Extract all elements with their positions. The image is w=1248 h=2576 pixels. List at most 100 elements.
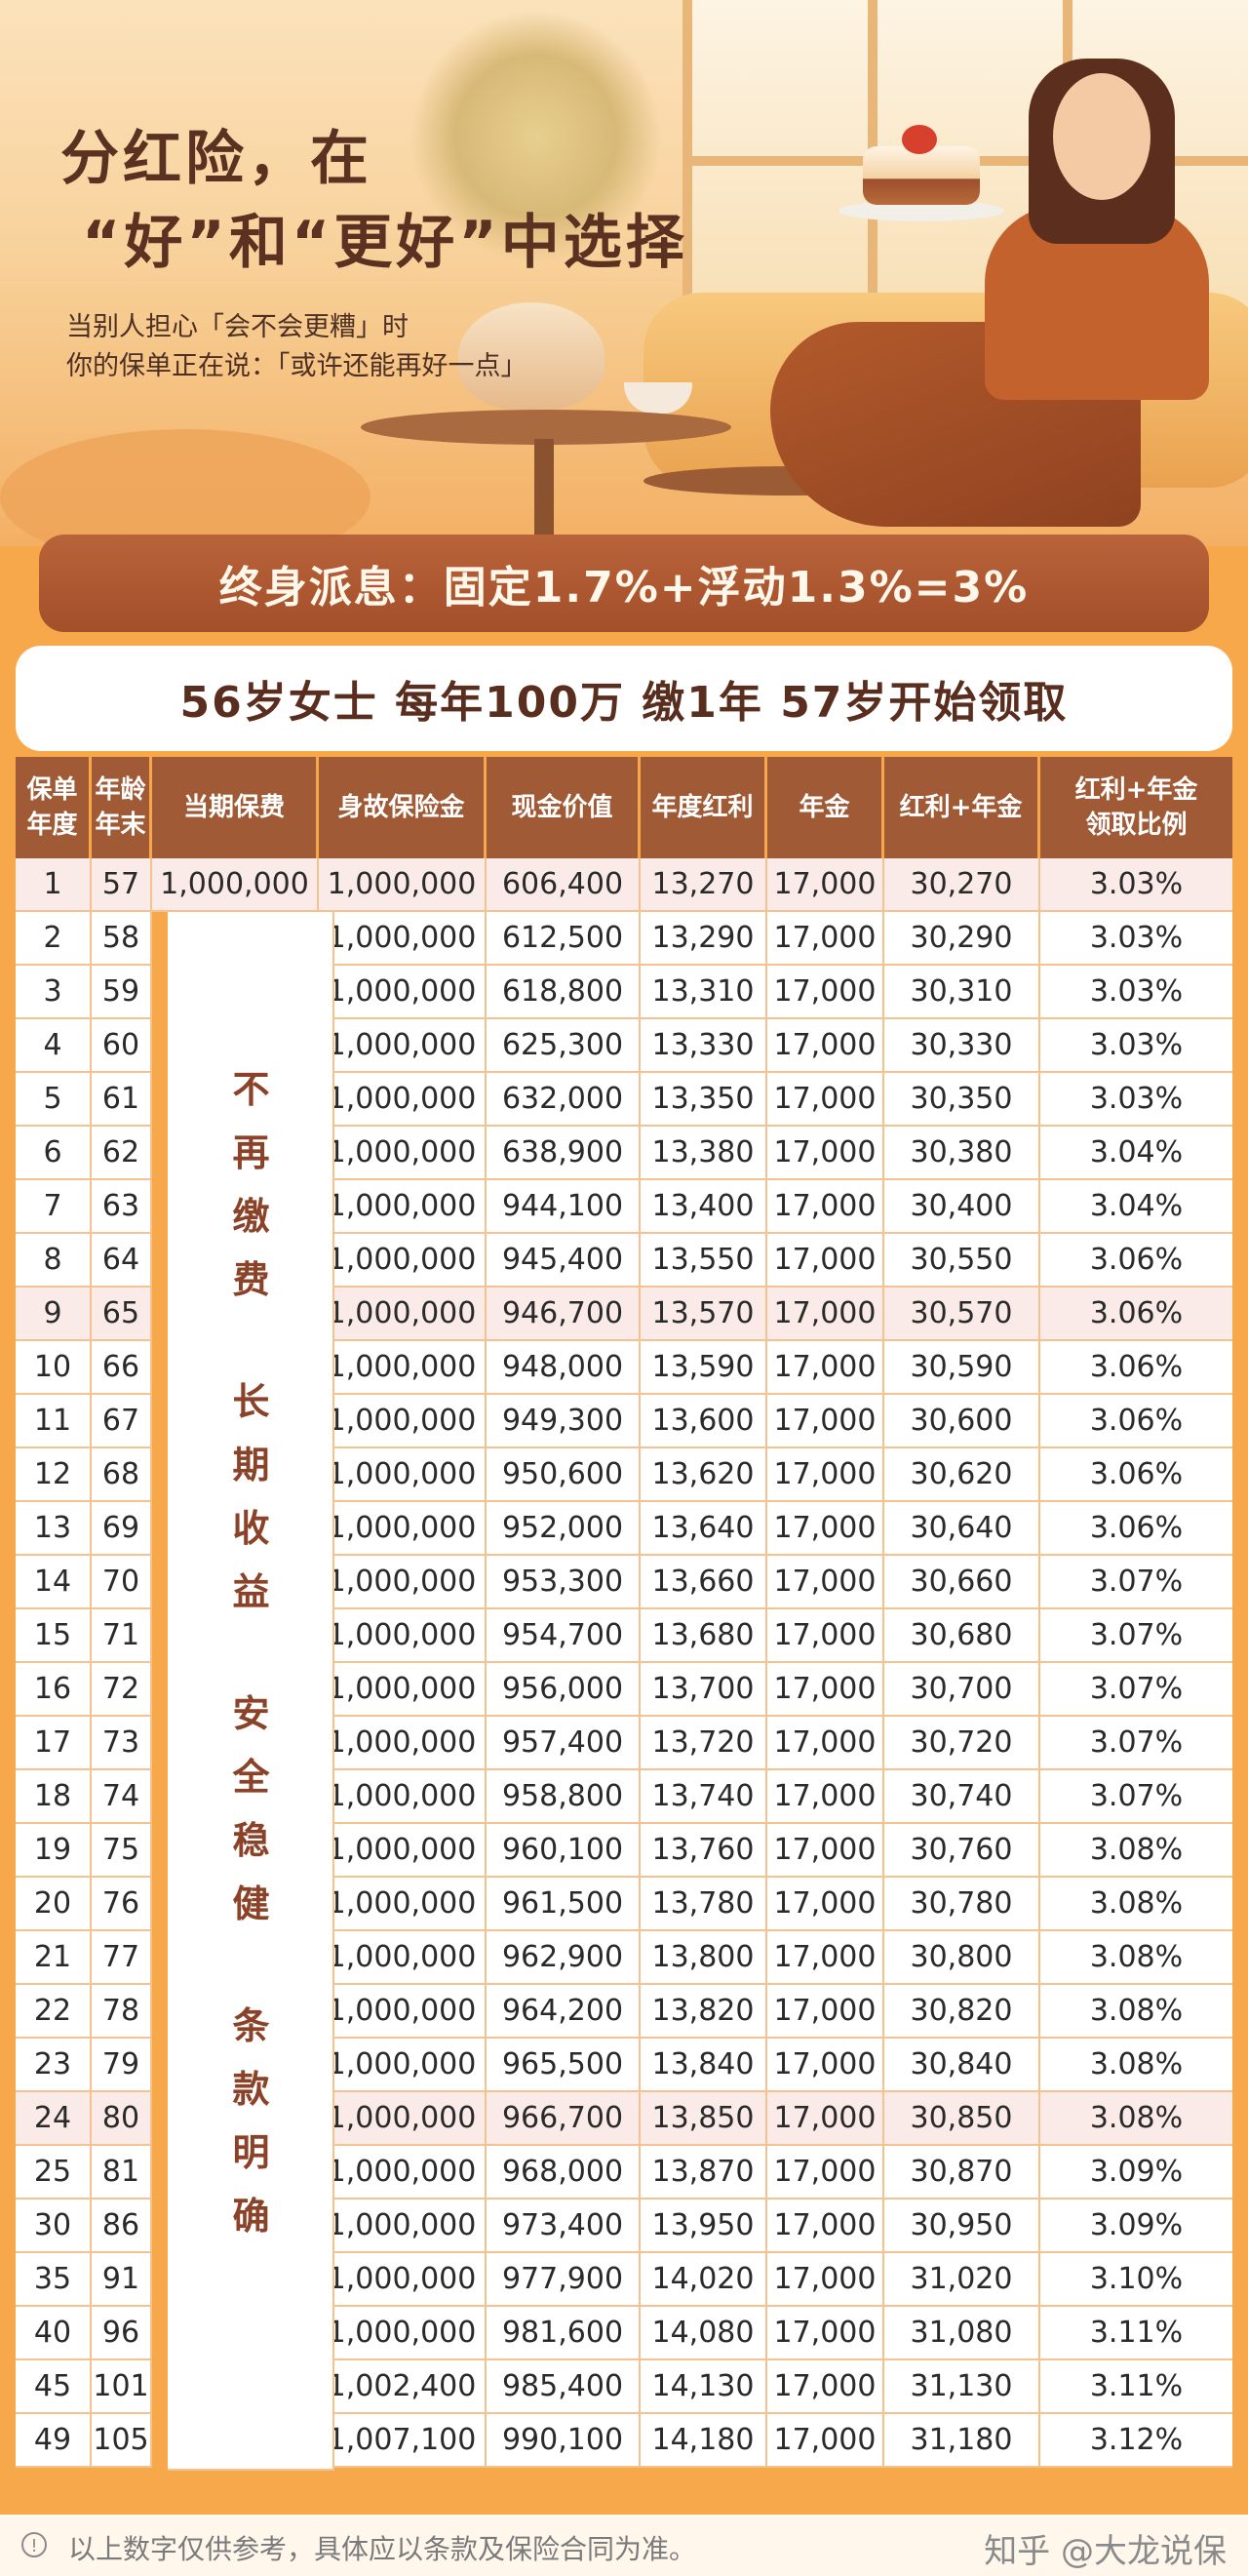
cell-policy-year: 45 bbox=[16, 2360, 92, 2414]
cell-death-benefit: 1,000,000 bbox=[319, 1556, 487, 1609]
cell-cash-value: 968,000 bbox=[487, 2146, 641, 2200]
cell-dividend-plus-annuity: 31,130 bbox=[884, 2360, 1040, 2414]
cell-annual-dividend: 13,620 bbox=[641, 1448, 767, 1502]
cell-annual-dividend: 13,550 bbox=[641, 1234, 767, 1288]
table-header: 保单 年度 年龄 年末 当期保费 身故保险金 现金价值 年度红利 年金 红利+年金 红利+年金 领取比… bbox=[16, 757, 1232, 858]
cell-policy-year: 12 bbox=[16, 1448, 92, 1502]
benefit-table: 保单 年度 年龄 年末 当期保费 身故保险金 现金价值 年度红利 年金 红利+年金 红利+年金 领取比… bbox=[16, 757, 1232, 2471]
cell-payout-ratio: 3.07% bbox=[1040, 1663, 1232, 1717]
side-label-char: 益 bbox=[232, 1570, 270, 1613]
cell-payout-ratio: 3.07% bbox=[1040, 1609, 1232, 1663]
cell-annual-dividend: 13,270 bbox=[641, 858, 767, 912]
cell-age: 58 bbox=[92, 912, 152, 966]
cell-annual-dividend: 13,590 bbox=[641, 1341, 767, 1395]
cell-policy-year: 7 bbox=[16, 1180, 92, 1234]
cell-annual-dividend: 13,660 bbox=[641, 1556, 767, 1609]
cell-policy-year: 21 bbox=[16, 1931, 92, 1985]
cell-dividend-plus-annuity: 30,400 bbox=[884, 1180, 1040, 1234]
side-label-char: 确 bbox=[232, 2195, 270, 2238]
cell-annual-dividend: 14,180 bbox=[641, 2414, 767, 2468]
cell-age: 101 bbox=[92, 2360, 152, 2414]
cell-policy-year: 23 bbox=[16, 2039, 92, 2092]
woman-face-illustration bbox=[1053, 73, 1150, 200]
cell-annual-dividend: 13,310 bbox=[641, 966, 767, 1019]
cell-payout-ratio: 3.04% bbox=[1040, 1127, 1232, 1180]
cell-cash-value: 949,300 bbox=[487, 1395, 641, 1448]
cell-age: 65 bbox=[92, 1288, 152, 1341]
cell-cash-value: 953,300 bbox=[487, 1556, 641, 1609]
cell-age: 91 bbox=[92, 2253, 152, 2307]
table-row: 16 72 1,000,000 956,000 13,700 17,000 30,700 3.… bbox=[16, 1663, 1232, 1717]
cell-payout-ratio: 3.06% bbox=[1040, 1288, 1232, 1341]
cell-age: 73 bbox=[92, 1717, 152, 1770]
cell-dividend-plus-annuity: 30,800 bbox=[884, 1931, 1040, 1985]
cell-age: 57 bbox=[92, 858, 152, 912]
footer: ! 以上数字仅供参考，具体应以条款及保险合同为准。 知乎 @大龙说保 bbox=[0, 2515, 1248, 2576]
cell-age: 78 bbox=[92, 1985, 152, 2039]
cell-cash-value: 944,100 bbox=[487, 1180, 641, 1234]
cell-death-benefit: 1,000,000 bbox=[319, 1395, 487, 1448]
cell-annuity: 17,000 bbox=[767, 1502, 884, 1556]
cell-annuity: 17,000 bbox=[767, 2039, 884, 2092]
cell-annuity: 17,000 bbox=[767, 1395, 884, 1448]
cell-dividend-plus-annuity: 30,330 bbox=[884, 1019, 1040, 1073]
cell-policy-year: 25 bbox=[16, 2146, 92, 2200]
cell-dividend-plus-annuity: 30,850 bbox=[884, 2092, 1040, 2146]
cell-dividend-plus-annuity: 31,020 bbox=[884, 2253, 1040, 2307]
cell-annuity: 17,000 bbox=[767, 858, 884, 912]
cell-age: 68 bbox=[92, 1448, 152, 1502]
table-row: 21 77 1,000,000 962,900 13,800 17,000 30,800 3.… bbox=[16, 1931, 1232, 1985]
cell-policy-year: 18 bbox=[16, 1770, 92, 1824]
header-death-benefit: 身故保险金 bbox=[319, 757, 487, 858]
cell-annuity: 17,000 bbox=[767, 1127, 884, 1180]
header-policy-year: 保单 年度 bbox=[16, 757, 92, 858]
cell-payout-ratio: 3.11% bbox=[1040, 2307, 1232, 2360]
table-row: 9 65 1,000,000 946,700 13,570 17,000 30,570 3.0… bbox=[16, 1288, 1232, 1341]
cell-cash-value: 954,700 bbox=[487, 1609, 641, 1663]
cell-dividend-plus-annuity: 30,270 bbox=[884, 858, 1040, 912]
cell-dividend-plus-annuity: 31,180 bbox=[884, 2414, 1040, 2468]
cell-annual-dividend: 13,570 bbox=[641, 1288, 767, 1341]
table-row: 11 67 1,000,000 949,300 13,600 17,000 30,600 3.… bbox=[16, 1395, 1232, 1448]
cell-dividend-plus-annuity: 30,640 bbox=[884, 1502, 1040, 1556]
header-age: 年龄 年末 bbox=[92, 757, 152, 858]
cell-dividend-plus-annuity: 31,080 bbox=[884, 2307, 1040, 2360]
scenario-card: 56岁女士 每年100万 缴1年 57岁开始领取 bbox=[16, 646, 1232, 751]
cell-annual-dividend: 13,870 bbox=[641, 2146, 767, 2200]
cell-policy-year: 11 bbox=[16, 1395, 92, 1448]
cell-payout-ratio: 3.09% bbox=[1040, 2146, 1232, 2200]
cell-cash-value: 966,700 bbox=[487, 2092, 641, 2146]
cell-annuity: 17,000 bbox=[767, 2307, 884, 2360]
hero-subtitle-line2: 你的保单正在说：「或许还能再好一点」 bbox=[66, 351, 527, 381]
cell-annual-dividend: 13,680 bbox=[641, 1609, 767, 1663]
cell-death-benefit: 1,000,000 bbox=[319, 1288, 487, 1341]
cell-cash-value: 960,100 bbox=[487, 1824, 641, 1878]
cell-dividend-plus-annuity: 30,290 bbox=[884, 912, 1040, 966]
cell-cash-value: 973,400 bbox=[487, 2200, 641, 2253]
cell-payout-ratio: 3.08% bbox=[1040, 1878, 1232, 1931]
cell-annuity: 17,000 bbox=[767, 2092, 884, 2146]
cell-age: 67 bbox=[92, 1395, 152, 1448]
cell-annual-dividend: 13,700 bbox=[641, 1663, 767, 1717]
footer-disclaimer: 以上数字仅供参考，具体应以条款及保险合同为准。 bbox=[68, 2533, 697, 2565]
table-row: 19 75 1,000,000 960,100 13,760 17,000 30,760 3.… bbox=[16, 1824, 1232, 1878]
cell-annuity: 17,000 bbox=[767, 1985, 884, 2039]
cell-annual-dividend: 13,380 bbox=[641, 1127, 767, 1180]
header-annuity: 年金 bbox=[767, 757, 884, 858]
cell-age: 60 bbox=[92, 1019, 152, 1073]
cell-age: 80 bbox=[92, 2092, 152, 2146]
header-annual-dividend: 年度红利 bbox=[641, 757, 767, 858]
cell-annual-dividend: 14,020 bbox=[641, 2253, 767, 2307]
cell-cash-value: 981,600 bbox=[487, 2307, 641, 2360]
cell-dividend-plus-annuity: 30,380 bbox=[884, 1127, 1040, 1180]
table-row: 12 68 1,000,000 950,600 13,620 17,000 30,620 3.… bbox=[16, 1448, 1232, 1502]
cell-age: 96 bbox=[92, 2307, 152, 2360]
cell-death-benefit: 1,000,000 bbox=[319, 858, 487, 912]
footer-brand: 知乎 @大龙说保 bbox=[984, 2532, 1227, 2571]
header-cash-value: 现金价值 bbox=[487, 757, 641, 858]
cell-payout-ratio: 3.08% bbox=[1040, 1985, 1232, 2039]
side-label-char: 再 bbox=[232, 1131, 270, 1174]
table-row: 35 91 1,000,000 977,900 14,020 17,000 31,020 3.… bbox=[16, 2253, 1232, 2307]
cell-annuity: 17,000 bbox=[767, 2253, 884, 2307]
teapot-illustration bbox=[458, 302, 604, 410]
